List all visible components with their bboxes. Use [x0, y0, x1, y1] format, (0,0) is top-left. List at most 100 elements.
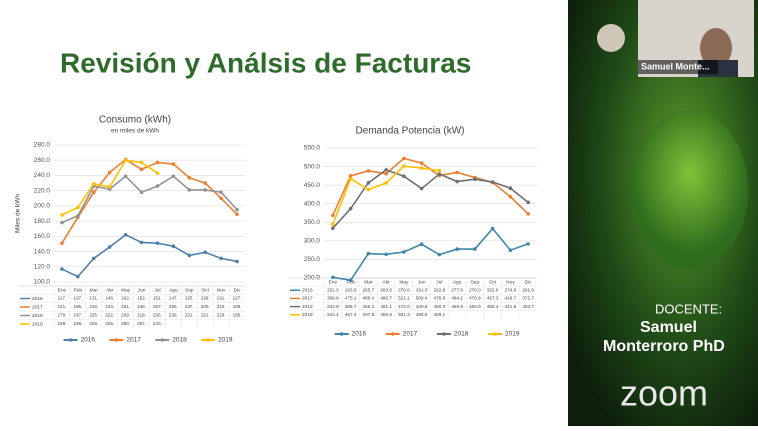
legend-marker: [160, 338, 165, 342]
table-cell: 260.: [121, 321, 130, 326]
x-tick-label: Ago: [453, 279, 462, 285]
y-tick-label: 240.0: [34, 172, 51, 179]
point: [348, 206, 353, 211]
point: [348, 176, 353, 181]
table-cell: 386.7: [345, 304, 357, 309]
legend-marker: [493, 332, 497, 336]
x-tick-label: Sep: [471, 279, 480, 285]
table-cell: 277.8: [451, 287, 463, 292]
table-cell: 225.: [105, 321, 114, 326]
x-tick-label: Ene: [58, 287, 67, 293]
point: [331, 226, 335, 231]
role: DOCENTE:: [655, 301, 722, 316]
table-cell: 501.3: [398, 312, 410, 317]
x-tick-label: May: [399, 279, 409, 285]
table-cell: 441.8: [505, 304, 517, 309]
table-cell: 344.4: [327, 312, 339, 317]
table-cell: 437.8: [363, 312, 375, 317]
point: [366, 181, 371, 185]
x-tick-label: Mar: [90, 287, 99, 293]
table-cell: 193.8: [345, 287, 357, 292]
point: [526, 212, 530, 216]
point: [171, 174, 176, 179]
legend-label: 2018: [454, 331, 469, 338]
table-cell: 151.: [153, 296, 162, 301]
chart-subtitle: en miles de kWh: [111, 128, 159, 135]
x-tick-label: Ene: [329, 279, 338, 285]
y-tick-label: 500.0: [304, 163, 321, 170]
table-cell: 243.: [153, 321, 162, 326]
table-cell: 480.7: [380, 296, 392, 301]
legend-label: 2017: [126, 337, 141, 344]
table-cell: 221.: [185, 313, 194, 318]
y-tick-label: 350.0: [304, 219, 321, 226]
x-tick-label: Dic: [525, 279, 533, 285]
table-cell: 334.0: [327, 304, 339, 309]
point: [384, 181, 388, 185]
table-cell: 403.7: [522, 304, 534, 309]
table-cell: 488.4: [363, 296, 375, 301]
point: [76, 213, 80, 218]
legend-label: 2018: [172, 337, 187, 344]
slide: [0, 0, 568, 426]
table-cell: 188.: [57, 321, 66, 326]
table-cell: 459.8: [451, 304, 463, 309]
y-tick-label: 160.0: [34, 233, 51, 240]
point: [60, 267, 64, 271]
point: [402, 156, 406, 161]
point: [107, 245, 112, 249]
point: [331, 213, 335, 218]
point: [366, 187, 371, 192]
table-cell: 210.: [217, 304, 226, 309]
point: [490, 180, 495, 184]
table-series-name: 2017: [32, 304, 43, 310]
logo-emblem: [597, 24, 625, 52]
x-tick-label: Nov: [506, 279, 515, 285]
legend-marker: [390, 332, 395, 336]
y-tick-label: 140.0: [34, 248, 51, 255]
table-series-name: 2016: [32, 296, 43, 302]
point: [437, 168, 442, 173]
table-cell: 474.0: [398, 304, 410, 309]
table-cell: 226.: [153, 313, 162, 318]
table-cell: 185.: [73, 304, 82, 309]
point: [366, 169, 371, 173]
x-tick-label: Nov: [217, 287, 226, 293]
point: [419, 242, 424, 246]
table-cell: 131.: [89, 296, 98, 301]
table-cell: 467.3: [345, 312, 357, 317]
table-cell: 475.1: [345, 296, 357, 301]
x-tick-label: Oct: [489, 279, 497, 285]
table-cell: 484.2: [451, 296, 463, 301]
table-cell: 480.0: [434, 304, 446, 309]
series-line: [61, 175, 238, 224]
legend-marker: [114, 338, 119, 342]
point: [437, 172, 442, 176]
legend-label: 2017: [403, 331, 418, 338]
table-cell: 372.7: [522, 296, 534, 301]
point: [123, 233, 128, 237]
point: [187, 175, 192, 180]
x-tick-label: Oct: [201, 287, 209, 293]
table-cell: 475.8: [434, 296, 446, 301]
series-line: [332, 227, 529, 282]
x-tick-label: Abr: [106, 287, 114, 293]
table-cell: 255.: [169, 304, 178, 309]
y-tick-label: 300.0: [304, 238, 321, 245]
teacher-name: Monterroro PhD: [603, 338, 725, 355]
x-tick-label: Jul: [154, 287, 160, 293]
table-cell: 201.9: [327, 287, 339, 292]
legend-marker: [68, 338, 73, 342]
point: [419, 186, 424, 191]
point: [490, 226, 495, 231]
point: [139, 160, 144, 165]
point: [107, 170, 112, 175]
point: [455, 179, 459, 184]
table-cell: 187.: [73, 313, 82, 318]
table-series-name: 2018: [302, 304, 313, 310]
table-cell: 466.0: [469, 304, 481, 309]
point: [203, 188, 208, 192]
table-cell: 239.: [169, 313, 178, 318]
series-line: [61, 233, 238, 278]
